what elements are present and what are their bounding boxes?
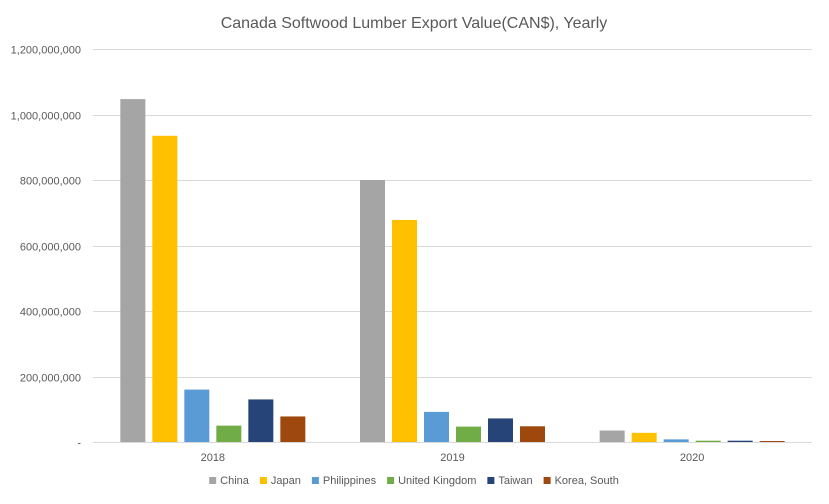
bar-taiwan-2018 [248,399,274,442]
legend: China Japan Philippines United Kingdom Taiwa… [209,475,619,487]
legend-label: United Kingdom [398,475,476,487]
legend-item-united-kingdom: United Kingdom [387,475,476,487]
legend-swatch [543,477,551,484]
bar-taiwan-2019 [488,418,513,442]
bar-china-2018 [120,99,146,443]
bar-philippines-2020 [663,439,689,442]
x-tick-label: 2018 [201,452,225,464]
chart-title: Canada Softwood Lumber Export Value(CAN$… [221,15,608,32]
legend-label: Japan [271,475,301,487]
y-tick-label: 1,000,000,000 [11,111,81,123]
x-tick-label: 2019 [440,452,464,464]
x-axis-ticks: 2018 2019 2020 [201,452,705,464]
legend-item-china: China [209,475,250,487]
legend-label: Taiwan [498,475,532,487]
y-tick-label: 1,200,000,000 [11,45,81,57]
bar-japan-2019 [392,219,417,442]
legend-swatch [387,477,395,484]
bar-philippines-2019 [424,411,449,442]
y-tick-label: 800,000,000 [20,176,81,188]
legend-item-taiwan: Taiwan [487,475,533,487]
bar-philippines-2018 [184,389,210,442]
bar-taiwan-2020 [727,440,753,442]
legend-label: Philippines [323,475,377,487]
bar-united-kingdom-2020 [695,440,721,442]
y-tick-label: - [77,438,81,450]
bar-korea-south-2020 [759,441,785,442]
grid-lines [93,49,812,443]
bar-china-2020 [599,430,625,442]
bar-japan-2020 [631,432,657,442]
y-tick-label: 600,000,000 [20,242,81,254]
legend-item-japan: Japan [259,475,301,487]
bar-united-kingdom-2019 [456,426,481,442]
y-axis-ticks: - 200,000,000 400,000,000 600,000,000 800,00… [11,45,82,450]
legend-label: China [220,475,250,487]
bar-japan-2018 [152,135,178,442]
bars [120,99,785,443]
bar-china-2019 [360,180,385,442]
legend-label: Korea, South [555,475,619,487]
legend-swatch [487,477,495,484]
x-tick-label: 2020 [680,452,704,464]
legend-item-philippines: Philippines [311,475,377,487]
legend-swatch [209,477,217,484]
legend-swatch [259,477,267,484]
y-tick-label: 400,000,000 [20,307,81,319]
y-tick-label: 200,000,000 [20,373,81,385]
bar-korea-south-2018 [280,416,306,442]
legend-swatch [311,477,319,484]
legend-item-korea-south: Korea, South [543,475,619,487]
bar-korea-south-2019 [520,426,545,442]
bar-united-kingdom-2018 [216,425,242,442]
